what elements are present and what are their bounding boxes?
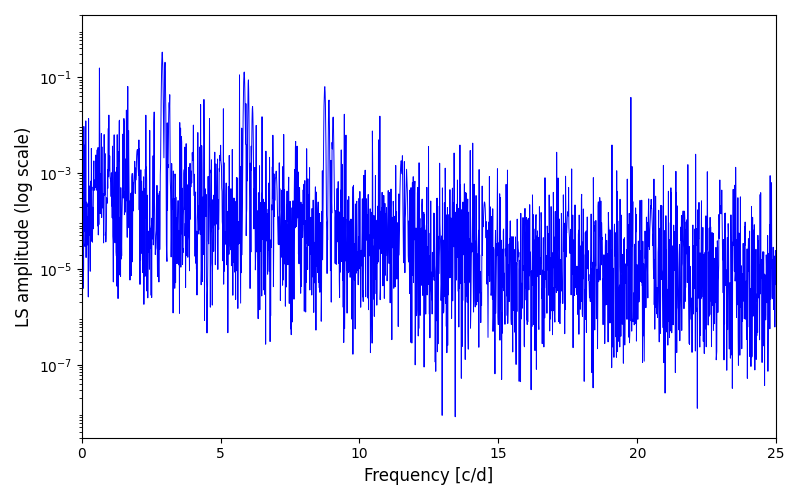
X-axis label: Frequency [c/d]: Frequency [c/d] xyxy=(364,467,494,485)
Y-axis label: LS amplitude (log scale): LS amplitude (log scale) xyxy=(15,126,33,326)
